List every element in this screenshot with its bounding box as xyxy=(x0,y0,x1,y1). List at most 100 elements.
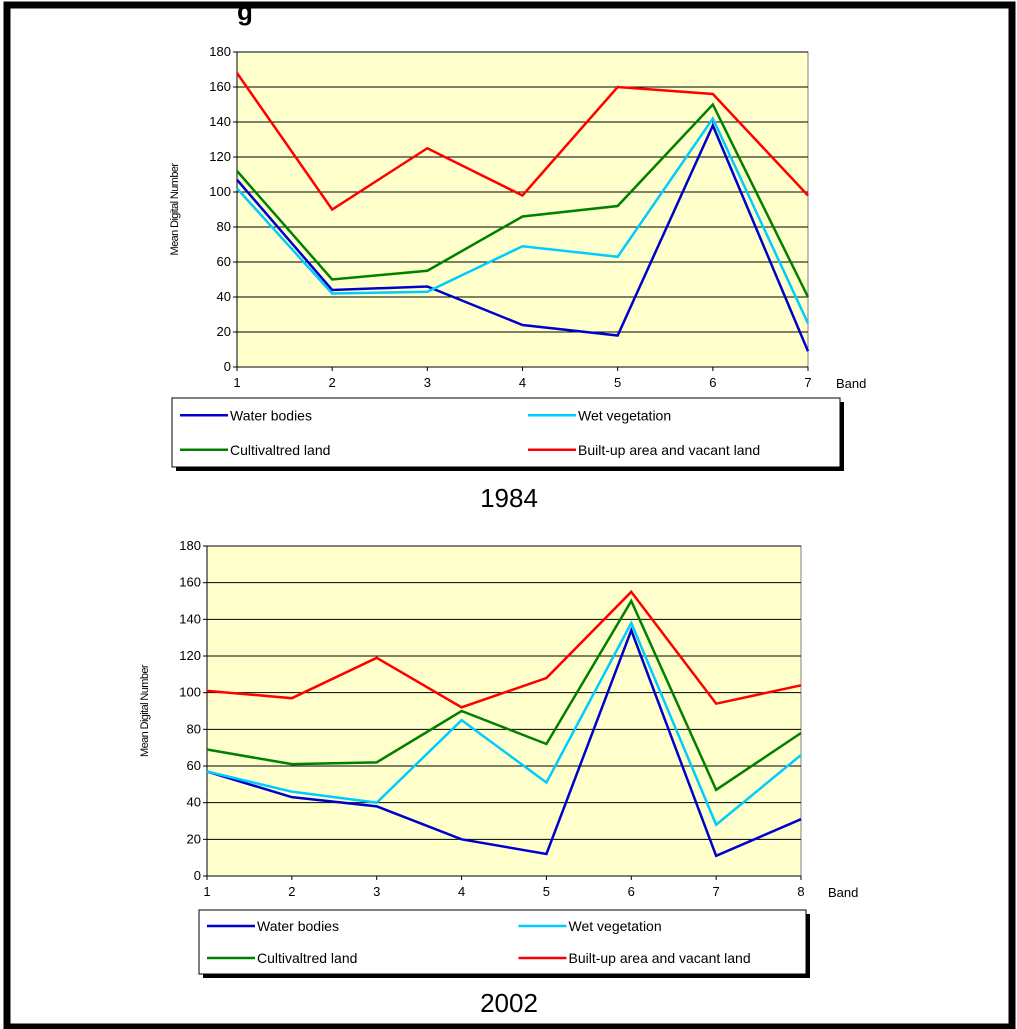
data-point xyxy=(291,763,293,765)
x-tick-label: 7 xyxy=(713,884,720,899)
legend-label: Wet vegetation xyxy=(578,407,671,423)
data-point xyxy=(807,350,809,352)
data-point xyxy=(206,748,208,750)
data-point xyxy=(460,838,462,840)
data-point xyxy=(807,322,809,324)
y-tick-label: 60 xyxy=(217,254,231,269)
x-tick-label: 5 xyxy=(614,375,621,390)
y-tick-label: 160 xyxy=(179,575,201,590)
y-tick-label: 120 xyxy=(209,149,231,164)
charts-root: 0204060801001201401601801 2 3 4 5 6 7 BandMean … xyxy=(139,44,866,1018)
data-point xyxy=(712,93,714,95)
y-tick-label: 120 xyxy=(179,648,201,663)
data-point xyxy=(521,194,523,196)
data-point xyxy=(616,256,618,258)
data-point xyxy=(206,770,208,772)
data-point xyxy=(715,702,717,704)
data-point xyxy=(545,677,547,679)
y-axis-label: Mean Digital Number xyxy=(169,163,181,256)
data-point xyxy=(807,296,809,298)
data-point xyxy=(521,324,523,326)
x-tick-label: 1 xyxy=(233,375,240,390)
y-tick-label: 80 xyxy=(187,721,201,736)
x-tick-label: 6 xyxy=(628,884,635,899)
x-tick-label: 2 xyxy=(329,375,336,390)
x-tick-label: 3 xyxy=(424,375,431,390)
year-label: 2002 xyxy=(480,988,538,1018)
plot-area xyxy=(237,52,808,367)
y-tick-label: 180 xyxy=(179,538,201,553)
data-point xyxy=(426,147,428,149)
x-tick-label: 1 xyxy=(203,884,210,899)
data-point xyxy=(712,117,714,119)
data-point xyxy=(807,194,809,196)
x-axis-label: Band xyxy=(828,885,858,900)
data-point xyxy=(800,754,802,756)
data-point xyxy=(616,86,618,88)
data-point xyxy=(545,743,547,745)
chart-1984: 0204060801001201401601801 2 3 4 5 6 7 BandMean … xyxy=(169,44,866,513)
y-tick-label: 20 xyxy=(217,324,231,339)
data-point xyxy=(630,629,632,631)
data-point xyxy=(712,103,714,105)
data-point xyxy=(616,334,618,336)
x-tick-label: 8 xyxy=(797,884,804,899)
data-point xyxy=(630,591,632,593)
data-point xyxy=(236,187,238,189)
data-point xyxy=(236,179,238,181)
chart-2002: 0 20 40 60 80 100 120 140 160 180 1 2 3 4 5 6 7 8 Band Mean… xyxy=(139,538,858,1018)
data-point xyxy=(331,292,333,294)
data-point xyxy=(236,72,238,74)
data-point xyxy=(521,245,523,247)
y-tick-label: 60 xyxy=(187,758,201,773)
data-point xyxy=(376,761,378,763)
data-point xyxy=(715,823,717,825)
y-tick-label: 40 xyxy=(187,795,201,810)
data-point xyxy=(291,790,293,792)
data-point xyxy=(376,657,378,659)
x-tick-label: 6 xyxy=(709,375,716,390)
header-fragment: g xyxy=(237,0,253,26)
legend-label: Cultivaltred land xyxy=(257,950,357,966)
data-point xyxy=(331,278,333,280)
y-tick-label: 160 xyxy=(209,79,231,94)
data-point xyxy=(426,291,428,293)
x-tick-label: 7 xyxy=(804,375,811,390)
data-point xyxy=(545,853,547,855)
data-point xyxy=(426,270,428,272)
data-point xyxy=(291,697,293,699)
data-point xyxy=(460,706,462,708)
y-tick-label: 140 xyxy=(179,611,201,626)
y-tick-label: 100 xyxy=(179,685,201,700)
legend-label: Cultivaltred land xyxy=(230,442,330,458)
y-tick-label: 140 xyxy=(209,114,231,129)
data-point xyxy=(376,801,378,803)
data-point xyxy=(715,855,717,857)
data-point xyxy=(800,684,802,686)
x-tick-label: 4 xyxy=(519,375,526,390)
x-tick-label: 5 xyxy=(543,884,550,899)
y-tick-label: 180 xyxy=(209,44,231,59)
legend-label: Water bodies xyxy=(230,407,312,423)
y-axis-label: Mean Digital Number xyxy=(139,664,151,757)
legend-label: Water bodies xyxy=(257,918,339,934)
y-tick-label: 40 xyxy=(217,289,231,304)
y-tick-label: 20 xyxy=(187,831,201,846)
y-tick-label: 100 xyxy=(209,184,231,199)
x-tick-label: 4 xyxy=(458,884,465,899)
data-point xyxy=(630,622,632,624)
data-point xyxy=(521,215,523,217)
year-label: 1984 xyxy=(480,483,538,513)
data-point xyxy=(616,205,618,207)
data-point xyxy=(206,690,208,692)
x-tick-label: 2 xyxy=(288,884,295,899)
legend-label: Built-up area and vacant land xyxy=(578,442,760,458)
legend-label: Built-up area and vacant land xyxy=(569,950,751,966)
x-tick-label: 3 xyxy=(373,884,380,899)
data-point xyxy=(460,710,462,712)
data-point xyxy=(426,285,428,287)
data-point xyxy=(630,600,632,602)
data-point xyxy=(376,805,378,807)
data-point xyxy=(712,124,714,126)
